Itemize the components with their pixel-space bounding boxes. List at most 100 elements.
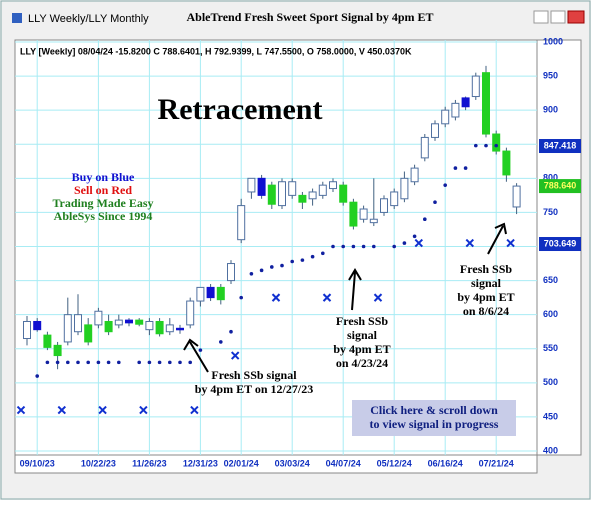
stop-dot <box>168 360 172 365</box>
stop-dot <box>96 360 101 365</box>
signal-x <box>271 293 281 302</box>
candle-body <box>308 191 317 200</box>
x-tick-label: 10/22/23 <box>81 458 116 468</box>
price-tag-label: 703.649 <box>544 238 577 248</box>
close-button[interactable] <box>567 10 585 24</box>
signal-x <box>322 293 332 302</box>
stop-dot <box>106 360 111 365</box>
x-tick-label: 06/16/24 <box>428 458 463 468</box>
stop-dot <box>137 360 141 365</box>
x-tick-label: 09/10/23 <box>20 458 55 468</box>
price-tag <box>539 237 581 252</box>
stop-dot <box>229 329 233 334</box>
candle-body <box>471 75 480 98</box>
x-axis-area <box>14 454 538 474</box>
candle-body <box>339 184 348 203</box>
stop-dot <box>219 340 223 344</box>
x-tick-label: 05/12/24 <box>377 458 412 468</box>
arrow <box>487 222 507 255</box>
stop-dot <box>331 244 335 249</box>
y-tick-label: 900 <box>543 105 558 115</box>
stop-dot <box>412 234 417 239</box>
info-line: LLY [Weekly] 08/04/24 -15.8200 C 788.640… <box>20 46 412 56</box>
candle-body <box>420 136 429 159</box>
y-tick-label: 450 <box>543 411 558 421</box>
stop-dot <box>45 360 50 365</box>
stop-dot <box>239 295 243 300</box>
y-tick-label: 800 <box>543 173 558 183</box>
candle-body <box>318 184 327 196</box>
candle-body <box>176 327 184 331</box>
candle-body <box>206 286 215 299</box>
candle-body <box>33 320 42 331</box>
stop-dot <box>392 244 397 249</box>
arrow <box>348 268 362 311</box>
candle-body <box>227 263 235 282</box>
price-tag-label: 847.418 <box>544 140 577 150</box>
maximize-button[interactable] <box>550 10 566 24</box>
candle-body <box>390 191 399 207</box>
signal-x <box>414 238 424 248</box>
candle-body <box>298 194 307 203</box>
candle-body <box>369 218 378 224</box>
x-tick-label: 07/21/24 <box>479 458 514 468</box>
stop-dot <box>351 244 356 249</box>
candle-body <box>410 167 419 183</box>
annotation: by 4pm ET on 12/27/23 <box>195 382 313 396</box>
stop-dot <box>66 360 70 365</box>
candle-body <box>186 300 195 326</box>
stop-dot <box>341 244 346 249</box>
signal-x <box>16 405 26 415</box>
candle-body <box>53 344 62 357</box>
minimize-button[interactable] <box>533 10 549 24</box>
x-tick-label: 03/03/24 <box>275 458 310 468</box>
stop-dot <box>443 183 448 187</box>
annotation: on 8/6/24 <box>463 304 509 318</box>
signal-x <box>506 238 515 248</box>
signal-x <box>57 405 67 415</box>
price-tag <box>539 179 581 194</box>
stop-dot <box>280 263 284 268</box>
annotation: signal <box>347 328 378 342</box>
button-label[interactable]: to view signal in progress <box>370 417 499 431</box>
button-bg[interactable] <box>352 400 516 436</box>
candle-body <box>257 177 266 196</box>
button-label[interactable]: Click here & scroll down <box>370 403 498 417</box>
stop-dot <box>76 360 80 365</box>
stop-dot <box>249 271 254 276</box>
stop-dot <box>463 166 468 170</box>
stop-dot <box>198 348 203 352</box>
stop-dot <box>86 360 90 365</box>
candle-body <box>23 320 31 340</box>
candle-body <box>247 177 256 193</box>
annotation: Fresh SSb signal <box>211 368 297 382</box>
candle-body <box>196 286 205 302</box>
stop-dot <box>147 360 152 365</box>
arrows <box>183 222 507 373</box>
x-tick-label: 11/26/23 <box>132 458 167 468</box>
candle-body <box>461 97 470 108</box>
candle-body <box>84 324 93 343</box>
window-buttons <box>533 10 585 24</box>
candle-body <box>502 150 511 176</box>
x-tick-label: 04/07/24 <box>326 458 361 468</box>
candle-body <box>380 198 388 213</box>
plot-area <box>14 39 538 456</box>
stop-dot <box>433 200 437 204</box>
price-tag-label: 788.640 <box>544 180 577 190</box>
stop-dot <box>188 360 192 365</box>
candle-body <box>114 319 123 326</box>
headline: Retracement <box>158 93 323 126</box>
signal-x <box>373 293 383 302</box>
candle-body <box>329 181 337 190</box>
signal-x <box>190 405 199 415</box>
candle-body <box>237 205 246 241</box>
chart-title: AbleTrend Fresh Sweet Sport Signal by 4p… <box>186 10 433 24</box>
scroll-button[interactable] <box>352 400 516 436</box>
candle-body <box>155 320 164 335</box>
candle-body <box>482 72 490 135</box>
legend-line: AbleSys Since 1994 <box>54 209 153 223</box>
y-tick-label: 750 <box>543 207 558 217</box>
x-tick-label: 02/01/24 <box>224 458 259 468</box>
